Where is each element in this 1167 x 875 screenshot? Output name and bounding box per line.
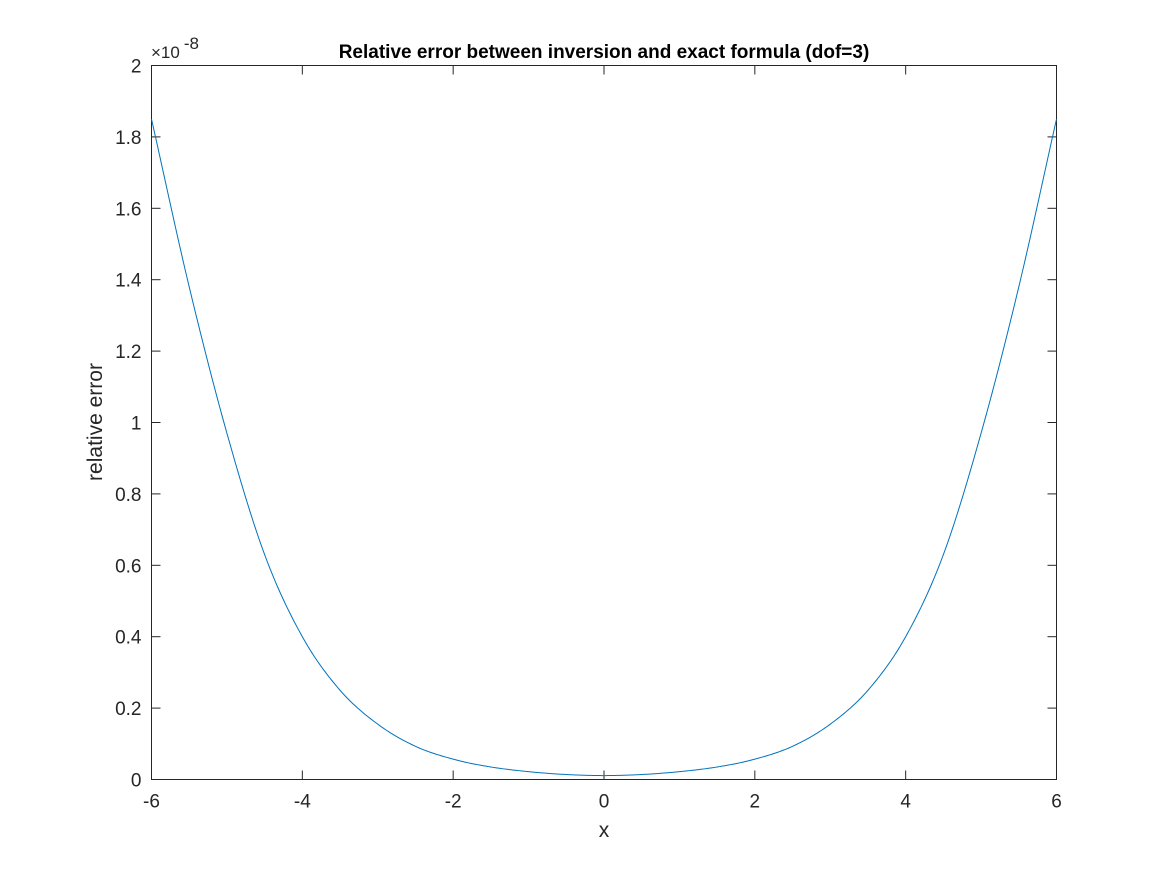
y-tick-label: 0.4 <box>115 628 142 649</box>
plot-area <box>151 65 1057 780</box>
y-axis-multiplier: ×10 -8 <box>151 34 199 62</box>
y-axis-label: relative error <box>84 363 107 481</box>
y-tick-label: 0.6 <box>115 556 141 577</box>
y-tick-label: 0.8 <box>115 485 141 506</box>
x-tick-labels: -6 -4 -2 0 2 4 6 <box>143 792 1062 813</box>
x-tick-label: 0 <box>599 792 610 813</box>
x-axis-label: x <box>599 819 610 842</box>
y-tick-label: 0 <box>131 771 142 792</box>
x-tick-label: 6 <box>1051 792 1062 813</box>
y-tick-label: 1.8 <box>115 128 141 149</box>
y-multiplier-base: ×10 <box>151 43 180 62</box>
x-tick-label: 2 <box>750 792 761 813</box>
y-tick-label: 1.2 <box>115 342 141 363</box>
tick-marks <box>151 65 1057 780</box>
y-tick-label: 2 <box>131 57 142 78</box>
y-multiplier-exponent: -8 <box>184 34 199 53</box>
series-group <box>151 118 1057 777</box>
x-tick-label: -4 <box>294 792 311 813</box>
y-tick-label: 0.2 <box>115 699 141 720</box>
series-line <box>151 118 1057 777</box>
y-tick-label: 1 <box>131 414 142 435</box>
y-tick-label: 1.4 <box>115 271 142 292</box>
y-tick-labels: 0 0.2 0.4 0.6 0.8 1 1.2 1.4 1.6 1.8 2 <box>115 57 142 792</box>
x-tick-label: -6 <box>143 792 160 813</box>
x-tick-label: 4 <box>900 792 911 813</box>
x-tick-label: -2 <box>445 792 462 813</box>
y-tick-label: 1.6 <box>115 199 141 220</box>
chart-title: Relative error between inversion and exa… <box>339 42 870 63</box>
